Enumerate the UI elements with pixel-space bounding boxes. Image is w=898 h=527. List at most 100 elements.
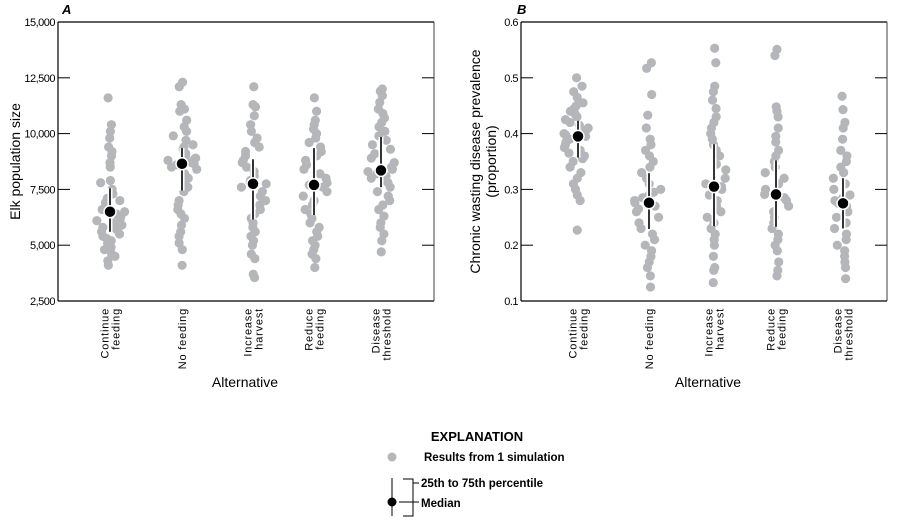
legend-point-symbol [387,452,397,462]
simulation-point [376,247,386,257]
simulation-point [310,262,320,273]
simulation-point [828,173,838,183]
simulation-point [572,73,582,83]
simulation-point [250,102,261,112]
simulation-point [105,175,115,186]
simulation-point [760,168,770,178]
simulation-point [176,220,187,230]
x-tick-label: Continue [100,308,112,358]
panel-label: A [61,2,71,17]
x-tick-label: harvest [715,308,727,350]
x-tick-label: feeding [777,308,789,350]
simulation-point [838,105,848,115]
median-point [707,179,721,194]
simulation-point [236,182,247,192]
simulation-point [247,240,258,250]
simulation-point [103,93,113,103]
median-point [642,196,656,210]
simulation-point [721,165,731,175]
median-point [103,204,117,219]
simulation-point [188,140,198,150]
simulation-point [381,135,391,145]
simulation-point [708,251,719,261]
simulation-point [577,81,587,91]
simulation-point [838,123,848,133]
legend-median-symbol [387,497,397,507]
simulation-point [642,63,652,73]
simulation-point [773,123,783,133]
simulation-point [103,260,113,270]
x-tick-label: Increase [704,308,716,357]
simulation-point [261,179,271,189]
simulation-point [772,271,782,281]
x-tick-label: No feeding [177,308,189,369]
legend-title: EXPLANATION [431,429,523,444]
simulation-point [837,134,848,144]
simulation-point [311,106,322,116]
x-tick-label: Reduce [766,308,778,351]
simulation-point [299,164,309,174]
simulation-point [372,187,383,197]
simulation-point [250,253,260,264]
y-tick-label: 0.5 [504,73,518,85]
simulation-point [720,173,730,183]
simulation-point [242,162,252,172]
simulation-point [773,112,783,122]
simulation-point [565,162,575,172]
simulation-point [702,212,712,222]
simulation-point [711,103,721,114]
y-axis-title: Chronic wasting disease prevalence [467,49,483,273]
simulation-point [636,223,646,234]
simulation-point [249,82,259,92]
simulation-point [845,190,855,200]
simulation-point [711,58,721,68]
simulation-point [166,162,177,172]
simulation-point [254,142,264,152]
y-axis-title: (proportion) [483,125,499,197]
median-point [769,187,783,202]
legend-iqr-label: 25th to 75th percentile [421,478,543,490]
y-tick-label: 0.3 [504,184,518,196]
simulation-point [96,178,106,188]
simulation-point [716,207,726,217]
simulation-point [642,262,653,273]
median-point [246,177,260,191]
simulation-point [653,212,664,222]
simulation-point [174,231,184,241]
x-tick-label: Disease [371,308,383,353]
simulation-point [837,91,847,101]
simulation-point [572,225,582,235]
x-tick-label: harvest [254,308,266,350]
simulation-point [298,191,308,201]
simulation-point [385,195,395,206]
simulation-point [177,260,187,270]
simulation-point [374,204,384,215]
simulation-point [645,282,656,292]
simulation-point [105,126,115,136]
simulation-point [656,184,666,194]
simulation-point [841,235,851,245]
y-axis-title: Elk population size [7,103,23,220]
simulation-point [647,89,657,100]
x-tick-label: Increase [243,308,255,357]
simulation-point [366,173,376,183]
simulation-point [709,265,719,275]
simulation-point [92,216,102,226]
y-tick-label: 5,000 [30,240,55,252]
legend-point-label: Results from 1 simulation [424,452,565,464]
simulation-point [311,133,321,143]
x-tick-label: threshold [382,308,394,360]
y-tick-label: 15,000 [24,17,55,29]
simulation-point [305,218,315,228]
simulation-point [575,195,585,206]
simulation-point [649,235,660,245]
simulation-point [105,133,115,143]
simulation-point [715,151,725,161]
simulation-point [839,168,849,178]
simulation-point [772,246,782,256]
simulation-point [322,187,332,197]
x-tick-label: threshold [844,308,856,360]
simulation-point [304,137,314,148]
legend-bracket [403,478,414,517]
panel-a: A 2,500 5,000 7,500 10,000 12,500 15,000 Elk po… [7,2,435,390]
